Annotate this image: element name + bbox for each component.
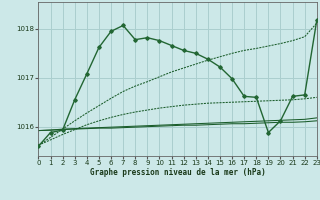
X-axis label: Graphe pression niveau de la mer (hPa): Graphe pression niveau de la mer (hPa): [90, 168, 266, 177]
